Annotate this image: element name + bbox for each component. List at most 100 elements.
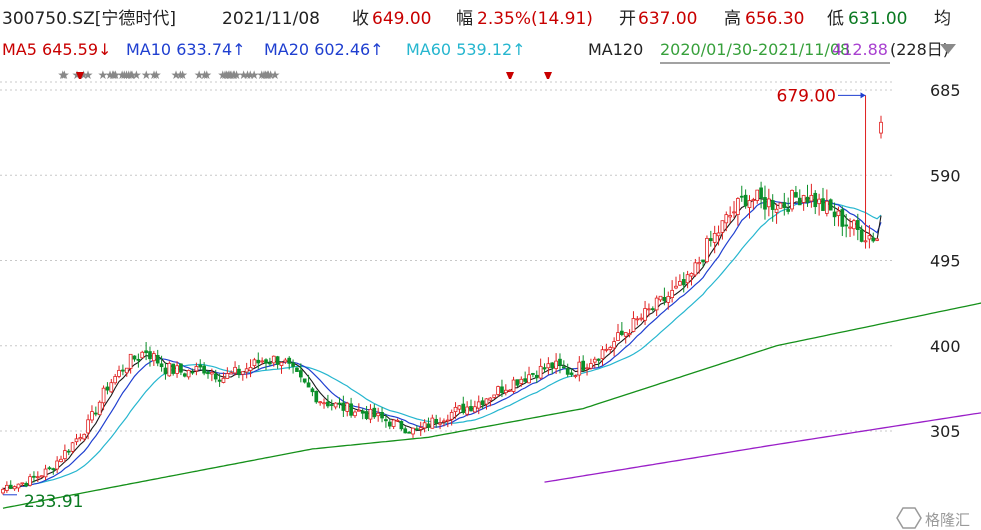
candle-body [252,359,257,367]
candle-body [859,229,864,242]
candle-body [445,419,450,422]
candle-body [387,421,392,427]
candle-body [863,240,868,243]
candle-body [879,121,883,134]
candle-body [449,412,454,420]
star-marker-icon: ★ [175,68,186,82]
candle-body [229,372,234,375]
candle-body [144,350,148,354]
open-label: 开 [619,9,636,29]
candle-body [310,388,315,393]
candle-body [531,373,535,375]
star-marker-icon: ★ [262,68,273,82]
candle-body [210,372,214,375]
candle-body [589,363,593,369]
y-tick-label: 400 [930,337,961,356]
candle-body [194,366,199,372]
candle-body [554,360,558,370]
candle-body [70,442,75,452]
candle-body [225,373,230,379]
y-axis-ticks: 685 590 495 400 305 [930,81,961,441]
dropdown-triangle-icon[interactable] [940,44,956,54]
star-marker-icon: ★ [221,68,232,82]
candle-body [78,437,83,440]
ma10-legend: MA10 633.74↑ [126,40,246,59]
candle-body [82,433,87,440]
candle-body [345,402,350,412]
candle-body [59,458,63,463]
candle-body [240,371,245,375]
candle-body [639,317,644,320]
candle-body [828,199,833,211]
candle-body [480,400,485,406]
candle-body [124,367,129,374]
candle-body [747,200,752,208]
ma60-line [2,302,981,509]
candle-body [20,482,25,485]
y-tick-label: 590 [930,166,961,185]
candle-body [751,199,756,202]
candle-body [186,370,191,378]
candle-body [260,360,264,363]
candle-body [90,411,94,421]
star-marker-icon: ★ [217,68,228,82]
event-markers: ★★ ★★★ ★★★★★★★★★★★★ ★★★ ★★★ ★★★ ★★★★★★★★★★★★★★… [57,68,552,82]
quote-date: 2021/11/08 [222,9,320,29]
candle-body [35,476,40,479]
candle-body [179,363,183,373]
candle-body [511,379,516,392]
candle-body [465,406,469,415]
candle-body [380,412,384,419]
candle-body [86,419,90,434]
star-marker-icon: ★ [78,68,89,82]
candle-body [766,198,771,208]
candle-body [844,224,849,227]
candle-body [840,209,845,227]
candle-body [534,374,539,379]
candle-body [63,450,67,460]
moving-average-legend: MA5 645.59↓ MA10 633.74↑ MA20 602.46↑ MA… [2,40,956,64]
candle-body [620,330,624,335]
candle-body [66,450,71,453]
star-marker-icon: ★ [110,68,121,82]
candle-body [654,297,659,311]
price-annotations: 679.00 233.91 [3,86,866,512]
candle-body [585,367,589,370]
change-value: 2.35%(14.91) [477,9,593,29]
candle-body [708,238,713,242]
candle-body [384,419,388,422]
candle-body [697,262,702,265]
candle-body [519,378,524,384]
candle-body [434,418,439,424]
candle-body [206,371,210,375]
candle-body [318,401,323,404]
candle-body [155,355,160,364]
candle-body [484,398,489,405]
candle-body [616,332,620,341]
candle-body [349,403,353,416]
candle-body [326,401,330,407]
candle-body [685,274,690,284]
candle-body [101,387,106,404]
star-marker-icon: ★ [131,68,142,82]
candle-body [202,365,206,374]
candles [1,95,883,495]
star-marker-icon: ★ [108,68,119,82]
candle-body [329,404,334,406]
candle-body [546,363,551,369]
candle-body [790,189,794,210]
candle-body [248,366,253,371]
ma120-value-legend: 412.88 [832,40,888,59]
candle-body [693,262,698,276]
candle-body [732,211,736,214]
star-marker-icon: ★ [117,68,128,82]
candle-body [612,341,616,349]
candle-body [403,428,408,434]
candle-body [503,389,508,394]
candle-body [341,402,346,411]
high-label: 高 [724,9,741,29]
close-label: 收 [352,9,369,29]
ma20-legend: MA20 602.46↑ [264,40,384,59]
candle-body [368,408,373,420]
